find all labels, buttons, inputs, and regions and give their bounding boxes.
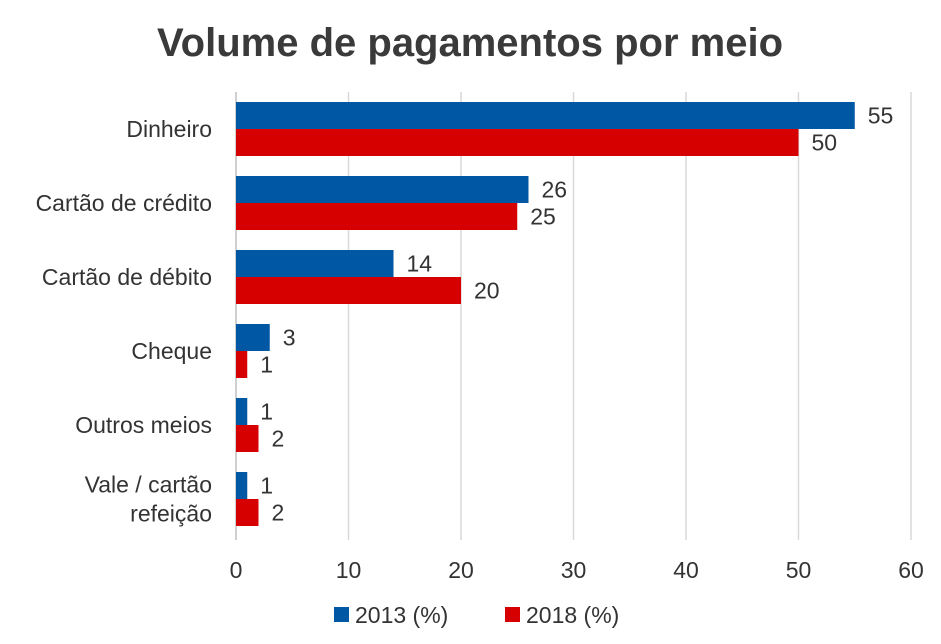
bar-2018	[236, 203, 518, 230]
data-label: 14	[407, 251, 433, 277]
gridlines	[235, 92, 912, 540]
data-label: 55	[868, 103, 894, 129]
data-label: 2	[272, 426, 285, 452]
bar-2013	[236, 250, 394, 277]
x-tick-label: 30	[561, 557, 587, 583]
legend-label: 2018 (%)	[526, 602, 619, 628]
bar-2013	[236, 398, 248, 425]
data-label: 3	[283, 325, 296, 351]
data-label: 2	[272, 500, 285, 526]
category-label: Cheque	[131, 338, 212, 364]
category-labels: Dinheiro Cartão de crédito Cartão de débit…	[36, 116, 212, 527]
chart-title: Volume de pagamentos por meio	[157, 21, 783, 65]
category-label: Cartão de crédito	[36, 190, 212, 216]
bar-2013	[236, 102, 855, 129]
x-tick-label: 50	[786, 557, 812, 583]
x-tick-label: 40	[673, 557, 699, 583]
legend-swatch	[334, 607, 349, 622]
bar-2018	[236, 277, 461, 304]
bar-2013	[236, 472, 248, 499]
legend: 2013 (%) 2018 (%)	[334, 602, 619, 628]
category-label: Cartão de débito	[42, 264, 212, 290]
data-label: 1	[260, 399, 273, 425]
data-label: 20	[474, 278, 500, 304]
bar-2018	[236, 351, 248, 378]
legend-swatch	[505, 607, 520, 622]
data-label: 1	[260, 352, 273, 378]
bar-2018	[236, 499, 259, 526]
bars	[236, 102, 855, 526]
x-tick-label: 20	[448, 557, 474, 583]
data-label: 25	[530, 204, 556, 230]
data-label: 1	[260, 473, 273, 499]
legend-label: 2013 (%)	[355, 602, 448, 628]
category-label: Vale / cartão refeição	[85, 472, 212, 527]
category-label: Outros meios	[75, 412, 212, 438]
x-tick-label: 60	[898, 557, 924, 583]
bar-2018	[236, 425, 259, 452]
x-tick-label: 10	[336, 557, 362, 583]
x-tick-labels: 0 10 20 30 40 50 60	[230, 557, 924, 583]
bar-2013	[236, 176, 529, 203]
data-label: 50	[812, 130, 838, 156]
data-label: 26	[542, 177, 568, 203]
bar-2018	[236, 129, 799, 156]
bar-2013	[236, 324, 270, 351]
x-tick-label: 0	[230, 557, 243, 583]
category-label: Dinheiro	[126, 116, 212, 142]
